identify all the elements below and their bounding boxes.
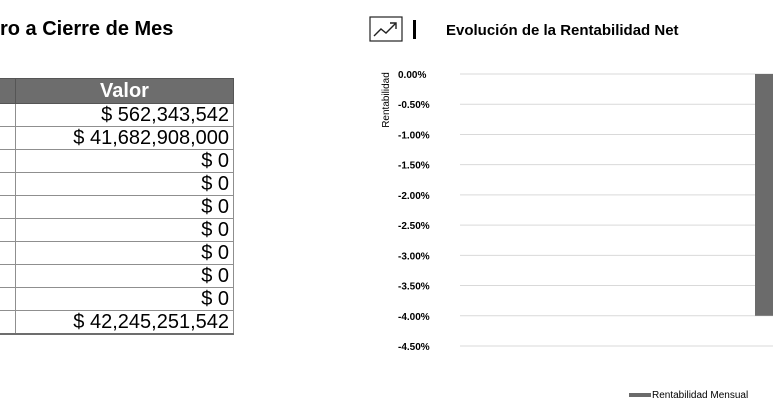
value-cell: $ 562,343,542 — [15, 103, 234, 127]
value-cell: $ 41,682,908,000 — [15, 126, 234, 150]
chart-title: Evolución de la Rentabilidad Net — [446, 22, 679, 39]
y-tick-label: -3.50% — [398, 282, 430, 293]
y-tick-label: -2.00% — [398, 191, 430, 202]
y-tick-label: -0.50% — [398, 100, 430, 111]
y-tick-label: -3.00% — [398, 251, 430, 262]
value-cell: $ 0 — [15, 149, 234, 173]
y-tick-label: 0.00% — [398, 70, 426, 81]
y-tick-label: -1.50% — [398, 161, 430, 172]
y-tick-label: -4.50% — [398, 342, 430, 353]
value-cell: $ 0 — [15, 241, 234, 265]
y-tick-label: -2.50% — [398, 221, 430, 232]
value-table: Valor $ 562,343,542 $ 41,682,908,000 $ 0… — [0, 78, 234, 335]
legend-label: Rentabilidad Mensual — [652, 390, 748, 401]
table-row: $ 0 — [0, 149, 234, 173]
total-value-cell: $ 42,245,251,542 — [15, 310, 234, 335]
table-row: $ 0 — [0, 287, 234, 311]
column-header-stub — [0, 78, 16, 104]
table-header-row: Valor — [0, 78, 234, 104]
y-tick-label: -1.00% — [398, 130, 430, 141]
header-divider — [413, 20, 416, 39]
page-title: ro a Cierre de Mes — [0, 18, 174, 40]
table-row: $ 562,343,542 — [0, 103, 234, 127]
table-row-total: $ 42,245,251,542 — [0, 310, 234, 335]
bar — [755, 74, 773, 316]
legend-swatch — [629, 393, 651, 397]
column-header-valor: Valor — [15, 78, 234, 104]
value-cell: $ 0 — [15, 287, 234, 311]
table-row: $ 41,682,908,000 — [0, 126, 234, 150]
table-row: $ 0 — [0, 241, 234, 265]
value-cell: $ 0 — [15, 195, 234, 219]
trending-up-icon — [369, 16, 403, 47]
y-tick-label: -4.00% — [398, 312, 430, 323]
y-axis-label: Rentabilidad — [381, 72, 392, 128]
